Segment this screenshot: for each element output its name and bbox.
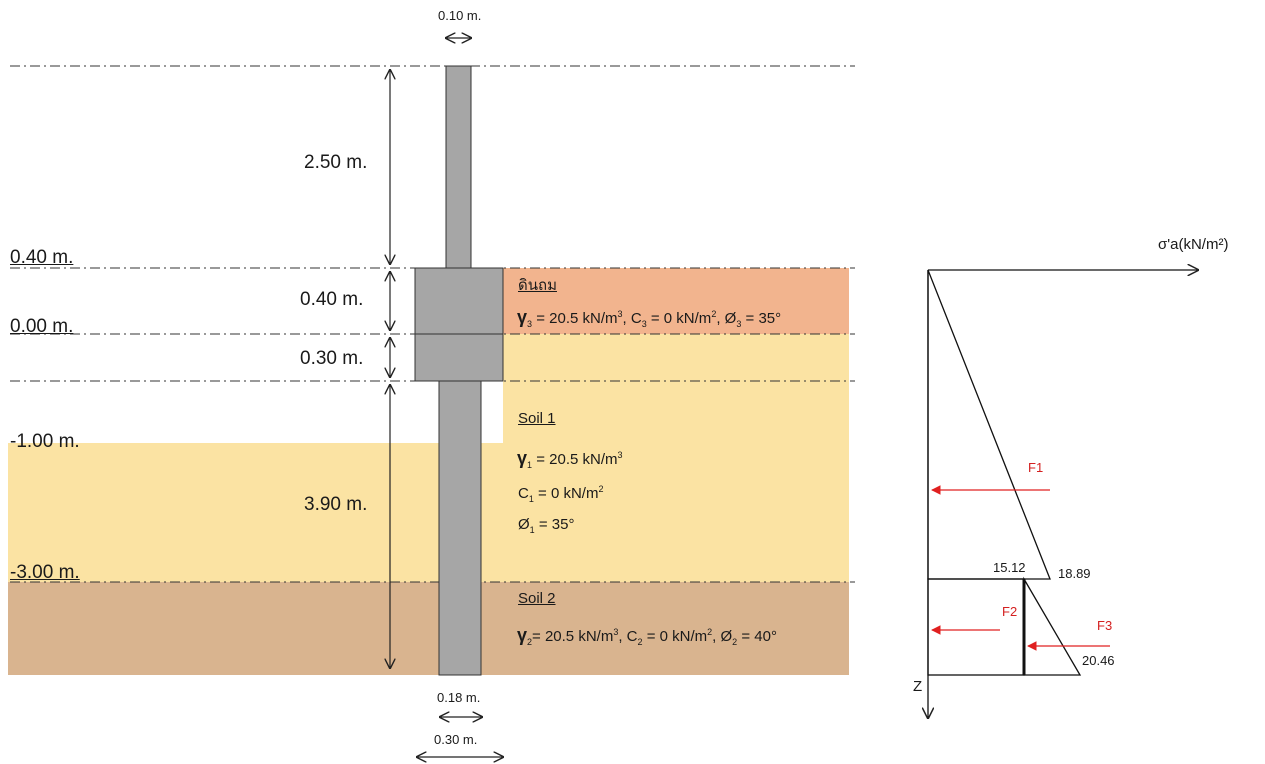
pressure-triangle [927, 269, 1051, 580]
dim-cap-width: 0.30 m. [434, 732, 478, 747]
pressure-small-triangle [1023, 576, 1082, 676]
value-18-89: 18.89 [1058, 566, 1091, 581]
soil-1-layer-right [503, 334, 849, 582]
dim-pile-depth: 3.90 m. [304, 494, 368, 515]
gamma-symbol: γ [517, 307, 528, 327]
elevation-0-40: 0.40 m. [10, 247, 74, 268]
gamma-symbol: γ [517, 625, 528, 645]
force-label-f2: F2 [1002, 604, 1018, 619]
dim-top-width: 0.10 m. [438, 8, 482, 23]
soil-1-gamma: γ1 = 20.5 kN/m3 [517, 448, 623, 470]
dim-upper-height: 2.50 m. [304, 152, 368, 173]
soil-2-layer [8, 582, 849, 675]
fill-layer [503, 268, 849, 334]
dim-cap-upper: 0.40 m. [300, 289, 364, 310]
pile-cap [414, 267, 504, 382]
elevation-minus-1: -1.00 m. [10, 431, 80, 452]
soil-1-layer-left [8, 443, 503, 582]
elevation-minus-3: -3.00 m. [10, 562, 80, 583]
soil-2-props: γ2= 20.5 kN/m3, C2 = 0 kN/m2, Ø2 = 40° [517, 625, 777, 647]
force-label-f3: F3 [1097, 618, 1113, 633]
pile [438, 380, 482, 676]
upper-column [445, 65, 472, 269]
soil-2-title: Soil 2 [518, 590, 556, 607]
sigma-axis-label: σ'a(kN/m²) [1158, 236, 1229, 253]
elevation-0-00: 0.00 m. [10, 316, 74, 337]
dim-cap-lower: 0.30 m. [300, 348, 364, 369]
value-20-46: 20.46 [1082, 653, 1115, 668]
z-axis-label: Z [913, 678, 923, 695]
soil-1-friction: Ø1 = 35° [518, 516, 575, 535]
pressure-rectangle [927, 578, 1025, 676]
fill-soil-props: γ3 = 20.5 kN/m3, C3 = 0 kN/m2, Ø3 = 35° [517, 307, 782, 329]
force-label-f1: F1 [1028, 460, 1044, 475]
soil-1-cohesion: C1 = 0 kN/m2 [518, 484, 604, 504]
gamma-symbol: γ [517, 448, 528, 468]
value-15-12: 15.12 [993, 560, 1026, 575]
fill-soil-title: ดินถม [518, 277, 557, 294]
soil-1-title: Soil 1 [518, 410, 556, 427]
dim-pile-width: 0.18 m. [437, 690, 481, 705]
